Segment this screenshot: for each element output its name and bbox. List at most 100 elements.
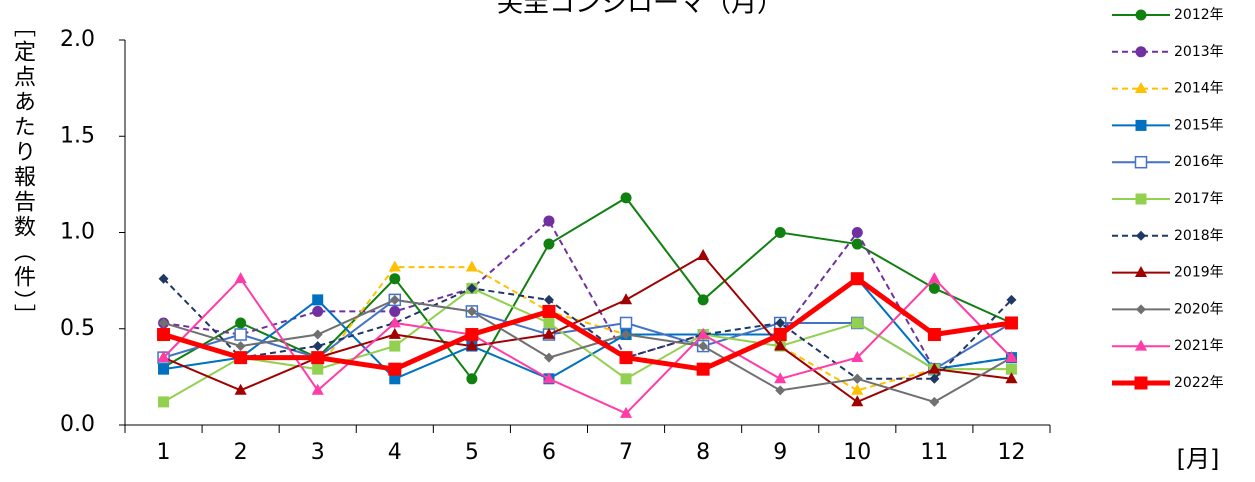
marker xyxy=(157,328,171,342)
marker xyxy=(929,396,940,407)
marker xyxy=(542,327,556,339)
marker xyxy=(851,351,864,363)
marker xyxy=(388,327,401,339)
series-line xyxy=(163,287,1012,403)
marker xyxy=(466,306,477,317)
marker xyxy=(619,293,633,305)
marker xyxy=(466,283,477,294)
marker xyxy=(851,317,863,329)
chart-title: 尖圭コンジローマ（月） xyxy=(497,0,783,19)
x-tick-label: 6 xyxy=(542,440,556,465)
marker xyxy=(388,362,402,376)
marker xyxy=(235,317,247,329)
legend-marker xyxy=(1135,119,1147,131)
series xyxy=(157,249,1018,407)
marker xyxy=(312,341,323,352)
x-axis-label: [月] xyxy=(1177,445,1220,473)
x-tick-label: 7 xyxy=(619,440,633,465)
marker xyxy=(929,373,940,384)
x-tick-label: 10 xyxy=(843,440,871,465)
marker xyxy=(698,341,709,352)
x-tick-label: 12 xyxy=(997,440,1025,465)
marker xyxy=(158,317,169,328)
x-tick-label: 8 xyxy=(696,440,710,465)
marker xyxy=(543,238,555,250)
legend-marker xyxy=(1134,339,1148,351)
marker xyxy=(1006,294,1017,305)
x-tick-label: 5 xyxy=(465,440,479,465)
x-tick-label: 11 xyxy=(920,440,948,465)
legend-marker xyxy=(1135,193,1147,205)
marker xyxy=(774,227,786,238)
y-axis-label: ［定点あたり報告数（件）］ xyxy=(10,15,36,329)
series-line xyxy=(162,278,1013,380)
series-line xyxy=(162,275,1012,372)
x-tick-label: 2 xyxy=(234,440,248,465)
marker xyxy=(620,192,632,204)
marker xyxy=(1005,351,1018,363)
marker xyxy=(542,372,556,384)
marker xyxy=(311,383,324,395)
marker xyxy=(543,317,555,329)
marker xyxy=(465,339,478,351)
legend-label: 2022年 xyxy=(1174,375,1224,391)
legend-marker xyxy=(1134,82,1148,93)
marker xyxy=(619,316,633,330)
marker xyxy=(851,395,864,407)
marker xyxy=(927,328,941,342)
marker xyxy=(775,317,786,328)
marker xyxy=(235,341,246,352)
series-line xyxy=(163,196,1012,381)
marker xyxy=(465,328,479,342)
marker xyxy=(697,294,709,306)
legend-marker xyxy=(1134,266,1148,277)
marker xyxy=(312,294,324,306)
marker xyxy=(619,406,633,418)
series xyxy=(157,272,1018,418)
marker xyxy=(543,294,554,305)
marker xyxy=(234,351,248,365)
legend-marker xyxy=(1135,46,1147,58)
marker xyxy=(389,373,401,385)
legend-marker xyxy=(1136,304,1146,315)
legend-label: 2020年 xyxy=(1174,301,1224,317)
marker xyxy=(619,351,633,365)
legend-label: 2016年 xyxy=(1174,154,1224,170)
legend-marker xyxy=(1134,376,1148,390)
y-tick-label: 2.0 xyxy=(60,27,95,52)
marker xyxy=(234,272,247,284)
marker xyxy=(1005,372,1018,384)
marker xyxy=(928,362,941,374)
legend-marker xyxy=(1135,9,1147,21)
marker xyxy=(928,272,941,284)
marker xyxy=(697,327,710,339)
marker xyxy=(774,372,787,384)
marker xyxy=(157,351,170,363)
marker xyxy=(620,373,632,385)
legend-label: 2021年 xyxy=(1174,338,1224,354)
marker xyxy=(311,351,325,365)
legend-label: 2019年 xyxy=(1174,265,1224,281)
y-tick-label: 0.0 xyxy=(60,412,95,437)
series-line xyxy=(163,277,1012,380)
series xyxy=(158,294,1017,407)
legend-label: 2015年 xyxy=(1174,117,1224,133)
marker xyxy=(851,238,863,250)
x-tick-label: 4 xyxy=(388,440,402,465)
marker xyxy=(621,329,632,340)
y-tick-label: 1.5 xyxy=(60,123,95,148)
marker xyxy=(158,273,169,284)
series xyxy=(157,260,1018,395)
marker xyxy=(312,329,323,340)
marker xyxy=(465,260,478,272)
marker xyxy=(696,362,710,376)
series-line xyxy=(163,254,1012,404)
marker xyxy=(543,215,555,227)
marker xyxy=(773,328,787,342)
series-line xyxy=(163,298,1012,403)
marker xyxy=(1004,316,1018,330)
series-line xyxy=(163,219,1012,371)
legend-marker xyxy=(1134,155,1148,169)
marker xyxy=(158,396,170,408)
marker xyxy=(389,294,400,305)
